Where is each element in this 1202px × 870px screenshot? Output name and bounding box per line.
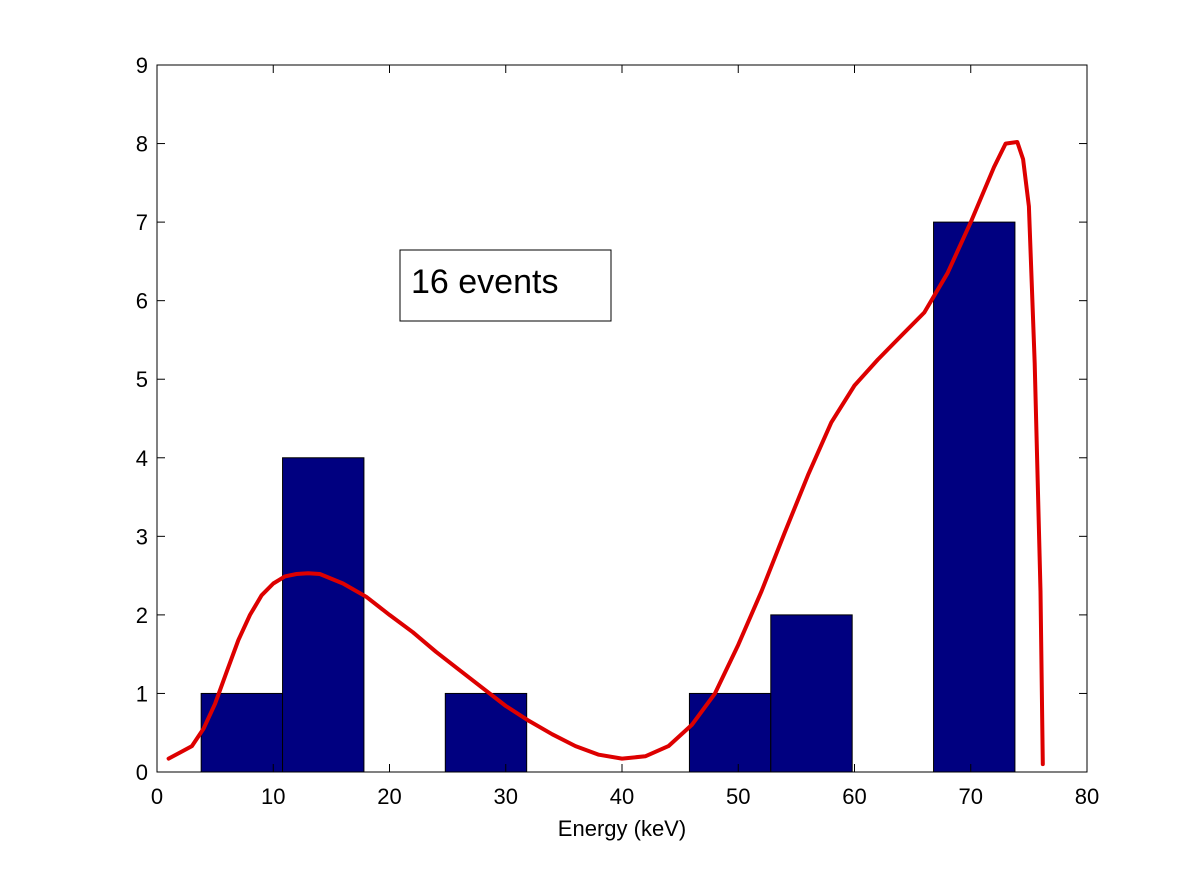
x-tick-label-0: 0 (151, 784, 163, 809)
x-tick-label-60: 60 (842, 784, 866, 809)
y-tick-label-0: 0 (136, 760, 148, 785)
x-tick-label-50: 50 (726, 784, 750, 809)
x-tick-label-20: 20 (377, 784, 401, 809)
y-tick-label-7: 7 (136, 210, 148, 235)
y-tick-label-1: 1 (136, 681, 148, 706)
x-tick-label-80: 80 (1075, 784, 1099, 809)
x-axis-label: Energy (keV) (558, 816, 686, 841)
histogram-bars (200, 221, 1016, 773)
histogram-bar-2 (444, 692, 528, 773)
histogram-bar-1 (282, 457, 365, 773)
y-tick-label-2: 2 (136, 603, 148, 628)
y-tick-label-5: 5 (136, 367, 148, 392)
y-axis-ticks: 0 1 2 3 4 5 6 7 8 9 (136, 53, 1087, 785)
x-tick-label-10: 10 (261, 784, 285, 809)
events-annotation: 16 events (399, 249, 612, 322)
annotation-text: 16 events (411, 263, 558, 301)
histogram-bar-3 (688, 692, 772, 773)
y-tick-label-8: 8 (136, 132, 148, 157)
x-tick-label-30: 30 (494, 784, 518, 809)
histogram-bar-4 (770, 614, 853, 773)
x-axis-ticks: 0 10 20 30 40 50 60 70 80 (151, 65, 1099, 809)
fit-curve (166, 140, 1045, 767)
y-tick-label-3: 3 (136, 524, 148, 549)
x-tick-label-70: 70 (959, 784, 983, 809)
histogram-bar-5 (933, 221, 1016, 773)
x-tick-label-40: 40 (610, 784, 634, 809)
annotation-box (399, 249, 612, 322)
y-tick-label-9: 9 (136, 53, 148, 78)
y-tick-label-4: 4 (136, 446, 148, 471)
y-tick-label-6: 6 (136, 289, 148, 314)
